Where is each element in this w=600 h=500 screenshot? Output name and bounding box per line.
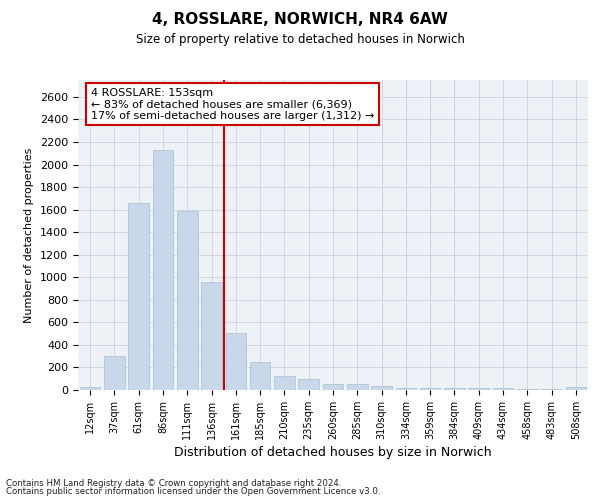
Text: Contains HM Land Registry data © Crown copyright and database right 2024.: Contains HM Land Registry data © Crown c… (6, 478, 341, 488)
Bar (80, 387, 100, 390)
Bar (177, 211, 197, 390)
Bar (566, 387, 586, 390)
Bar (420, 388, 440, 390)
Y-axis label: Number of detached properties: Number of detached properties (25, 148, 34, 322)
Bar (226, 333, 246, 390)
Bar (250, 362, 271, 390)
Text: 4 ROSSLARE: 153sqm
← 83% of detached houses are smaller (6,369)
17% of semi-deta: 4 ROSSLARE: 153sqm ← 83% of detached hou… (91, 88, 374, 121)
Text: Size of property relative to detached houses in Norwich: Size of property relative to detached ho… (136, 32, 464, 46)
Bar (298, 378, 319, 390)
Bar (323, 384, 343, 390)
Bar (493, 388, 514, 390)
Text: Contains public sector information licensed under the Open Government Licence v3: Contains public sector information licen… (6, 487, 380, 496)
Bar (201, 282, 222, 390)
Bar (274, 376, 295, 390)
Bar (371, 386, 392, 390)
Bar (395, 388, 416, 390)
Bar (152, 150, 173, 390)
Bar (104, 356, 125, 390)
X-axis label: Distribution of detached houses by size in Norwich: Distribution of detached houses by size … (174, 446, 492, 459)
Bar (444, 388, 465, 390)
Bar (469, 388, 489, 390)
Text: 4, ROSSLARE, NORWICH, NR4 6AW: 4, ROSSLARE, NORWICH, NR4 6AW (152, 12, 448, 28)
Bar (347, 384, 368, 390)
Bar (128, 203, 149, 390)
